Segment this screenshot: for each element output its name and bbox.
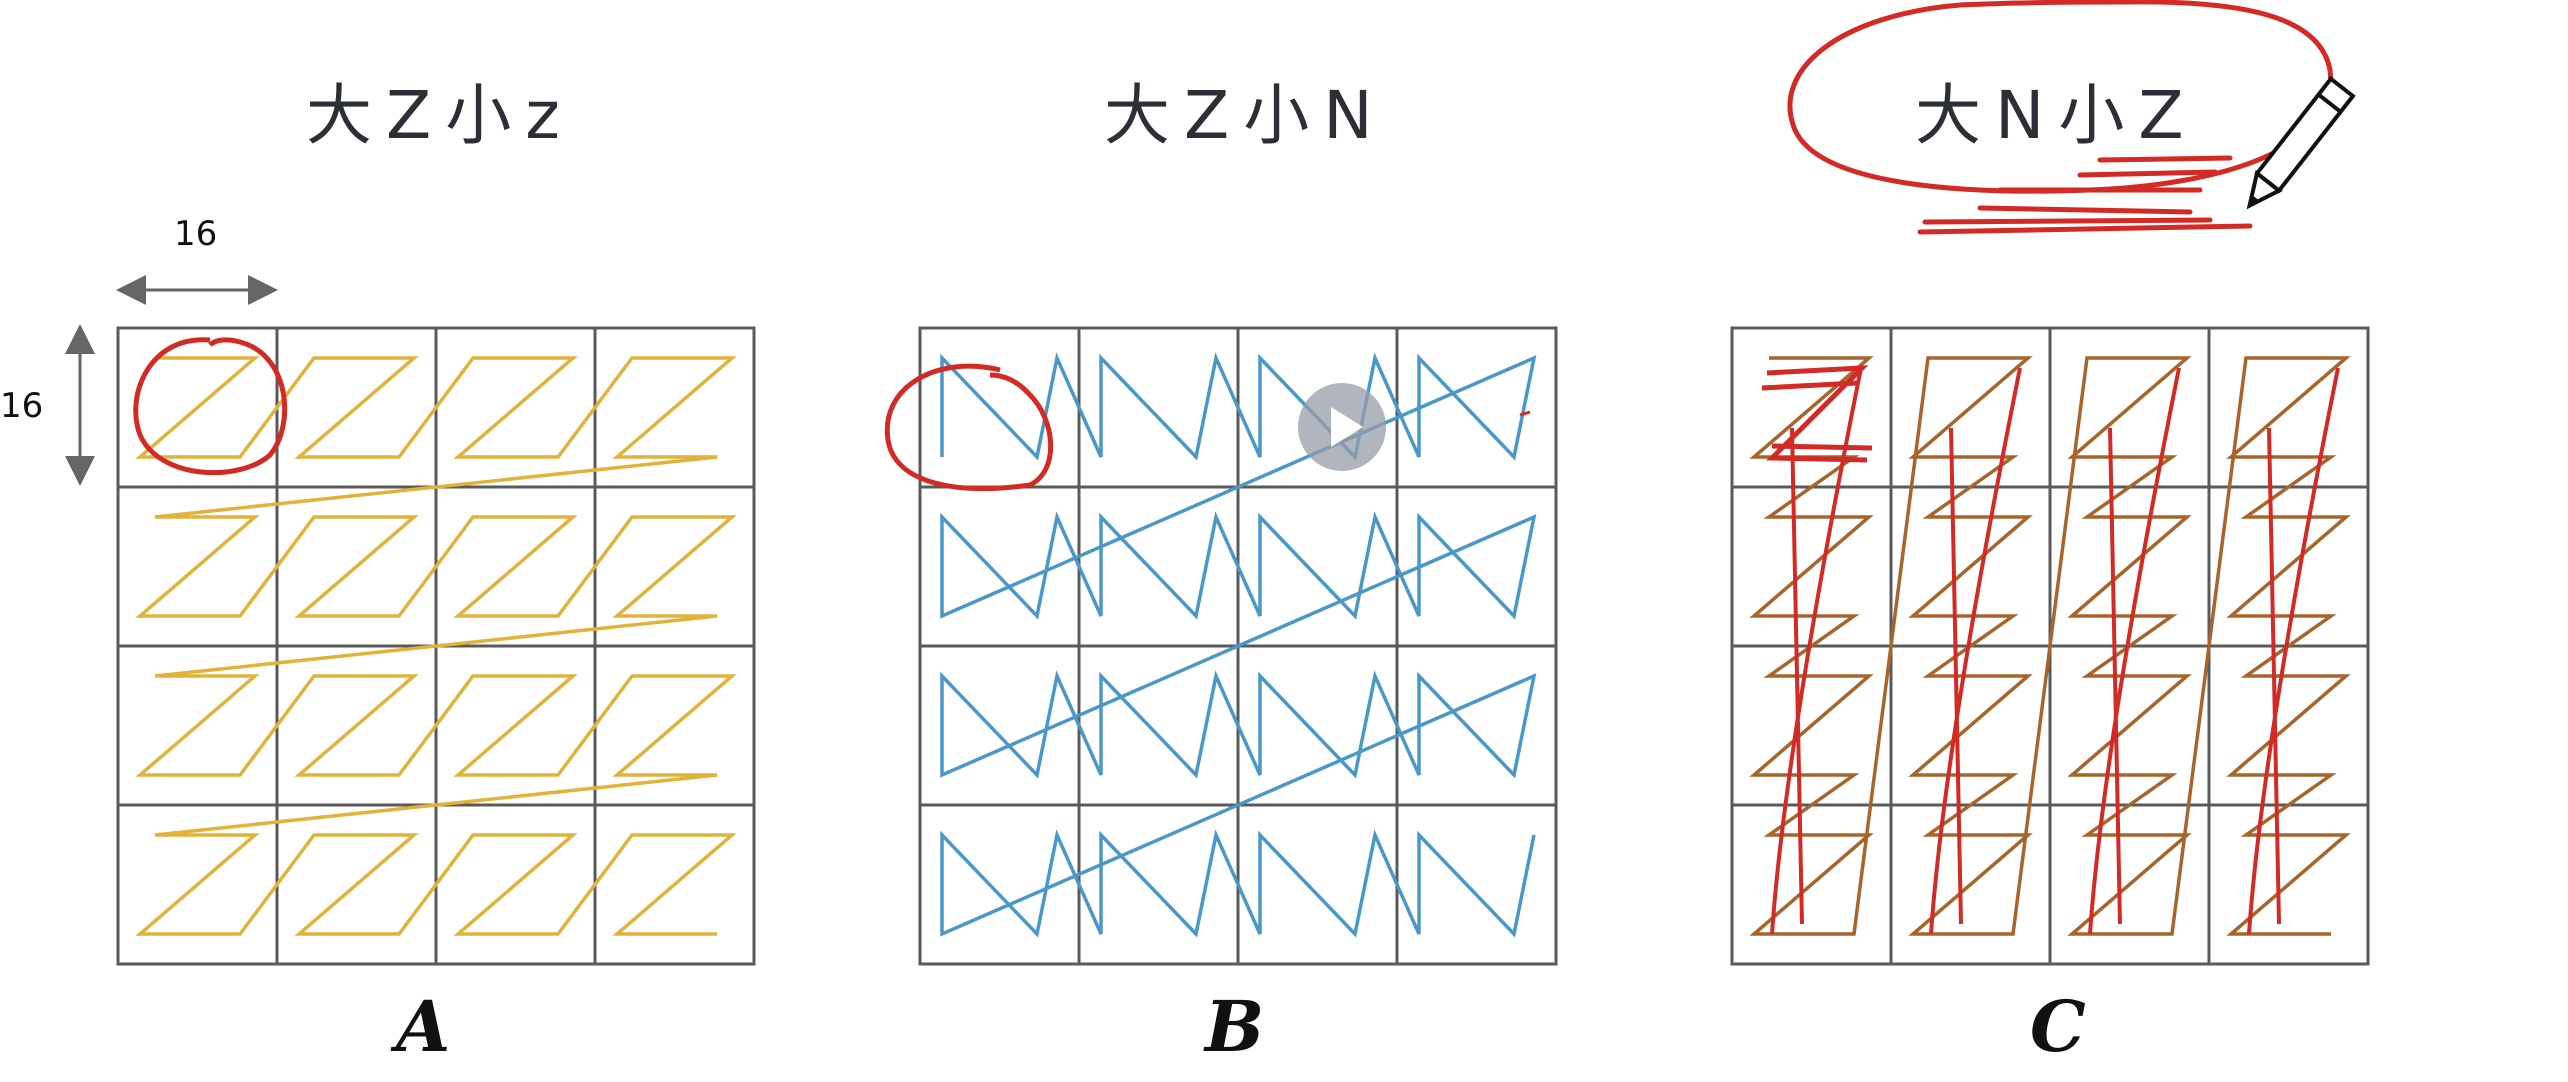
grid-cell [1077,326,1240,489]
circle-annotation-a [133,337,288,476]
grid-cell [1077,644,1240,807]
grid-cell [1077,485,1240,648]
column-annotation-c2 [1929,367,2022,935]
grid-cell [1236,644,1399,807]
panel-b-caption: B [1205,985,1265,1068]
column-annotation-c3 [2088,367,2181,935]
panel-b-title: 大Z小N [1104,77,1387,154]
play-icon [1331,407,1363,447]
tick-annotation-b [1519,410,1531,417]
red-annotations [133,0,2356,935]
grid-cell [918,326,1081,489]
panel-c-caption: C [2030,985,2086,1068]
grid-cell [1236,803,1399,966]
tile-scribble-c [1761,365,1873,463]
width-dimension-label: 16 [174,214,218,254]
video-play-button[interactable] [1298,383,1386,471]
height-dimension-label: 16 [0,386,44,426]
ellipse-annotation-c [1787,0,2334,194]
pencil-icon [2246,76,2356,210]
panel-c-title: 大N小Z [1915,77,2198,154]
scribble-annotation-c [1917,155,2253,235]
traversal-path-a [135,356,737,936]
grids-layer [116,326,2370,966]
dimension-arrows [65,275,278,486]
column-annotation-c4 [2247,367,2340,935]
traversal-path-c [1749,356,2351,936]
circle-annotation-b [884,363,1054,492]
grid-cell [1077,803,1240,966]
column-annotation-c1 [1770,367,1863,935]
grid-cell [1236,485,1399,648]
grid-cell [1395,803,1558,966]
panel-a-title: 大Z小z [306,77,574,154]
panel-a-caption: A [396,985,451,1068]
